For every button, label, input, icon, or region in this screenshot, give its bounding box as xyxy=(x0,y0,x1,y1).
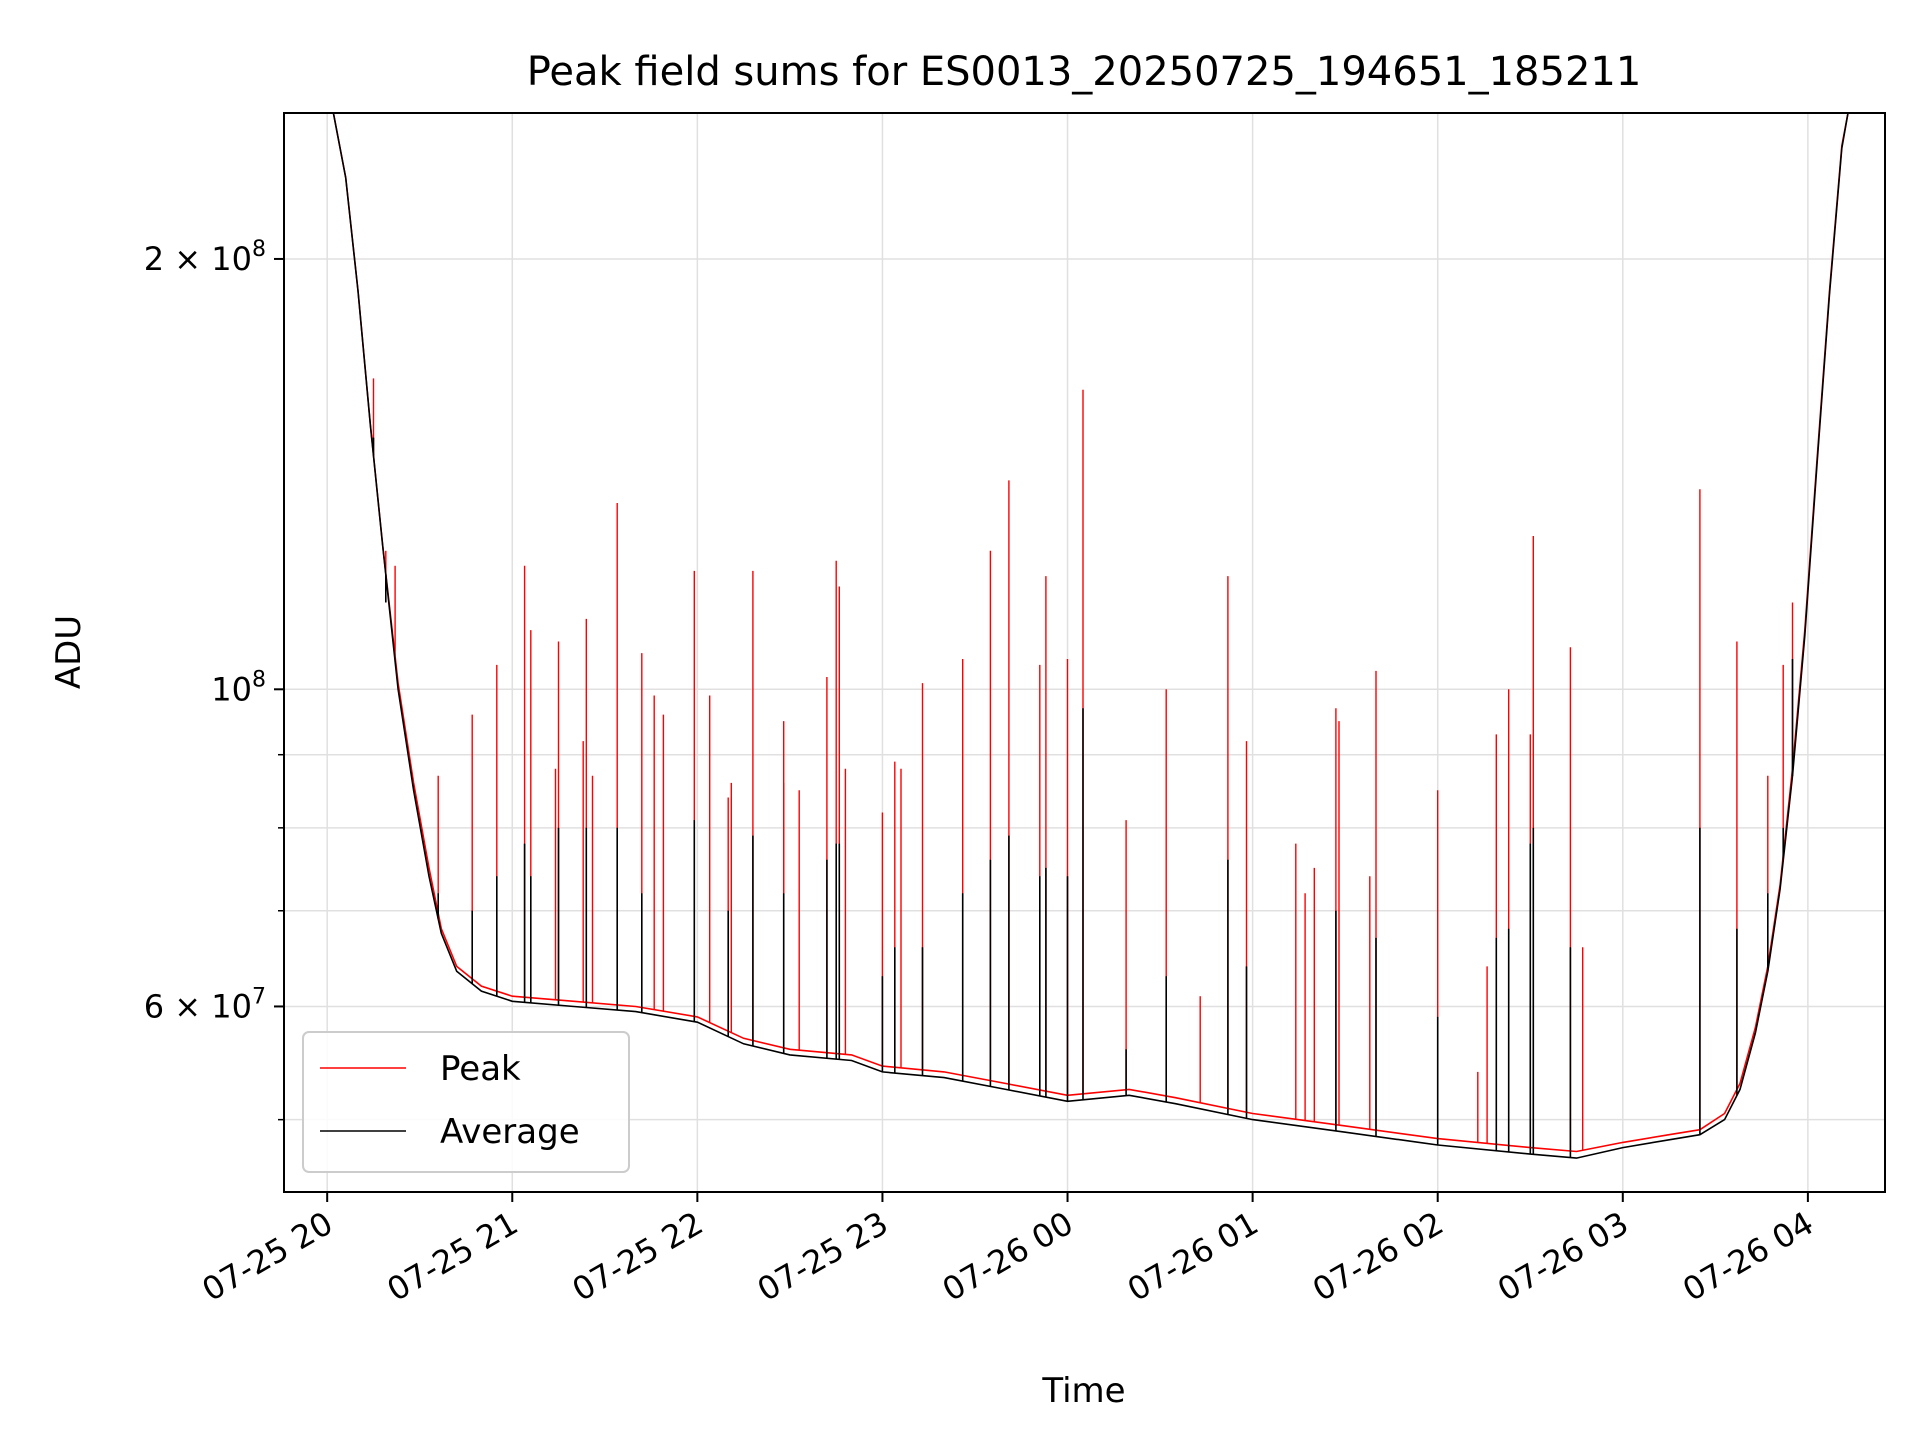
legend: Peak Average xyxy=(302,1031,630,1173)
legend-label-average: Average xyxy=(440,1112,580,1152)
grid xyxy=(284,113,1885,1192)
plot-frame xyxy=(283,112,1886,1193)
chart-title: Peak field sums for ES0013_20250725_1946… xyxy=(527,49,1642,95)
y-tick-label-exponent: 8 xyxy=(252,237,266,262)
y-axis-label: ADU xyxy=(49,615,89,689)
series-average xyxy=(332,113,1849,1159)
y-tick-label: 2 × 108 xyxy=(144,237,266,278)
series-layer xyxy=(332,113,1849,1159)
y-tick-label-exponent: 8 xyxy=(252,667,266,692)
x-axis-label: Time xyxy=(1041,1371,1125,1411)
y-tick-label: 6 × 107 xyxy=(144,984,266,1025)
y-tick-label-base: 2 × 10 xyxy=(144,240,252,278)
y-tick-label-base: 6 × 10 xyxy=(144,987,252,1025)
legend-label-peak: Peak xyxy=(440,1049,521,1089)
y-tick-label: 108 xyxy=(211,667,266,708)
series-peak xyxy=(332,113,1849,1153)
y-tick-label-base: 10 xyxy=(211,670,252,708)
legend-box xyxy=(302,1031,630,1173)
y-tick-label-exponent: 7 xyxy=(252,984,266,1009)
